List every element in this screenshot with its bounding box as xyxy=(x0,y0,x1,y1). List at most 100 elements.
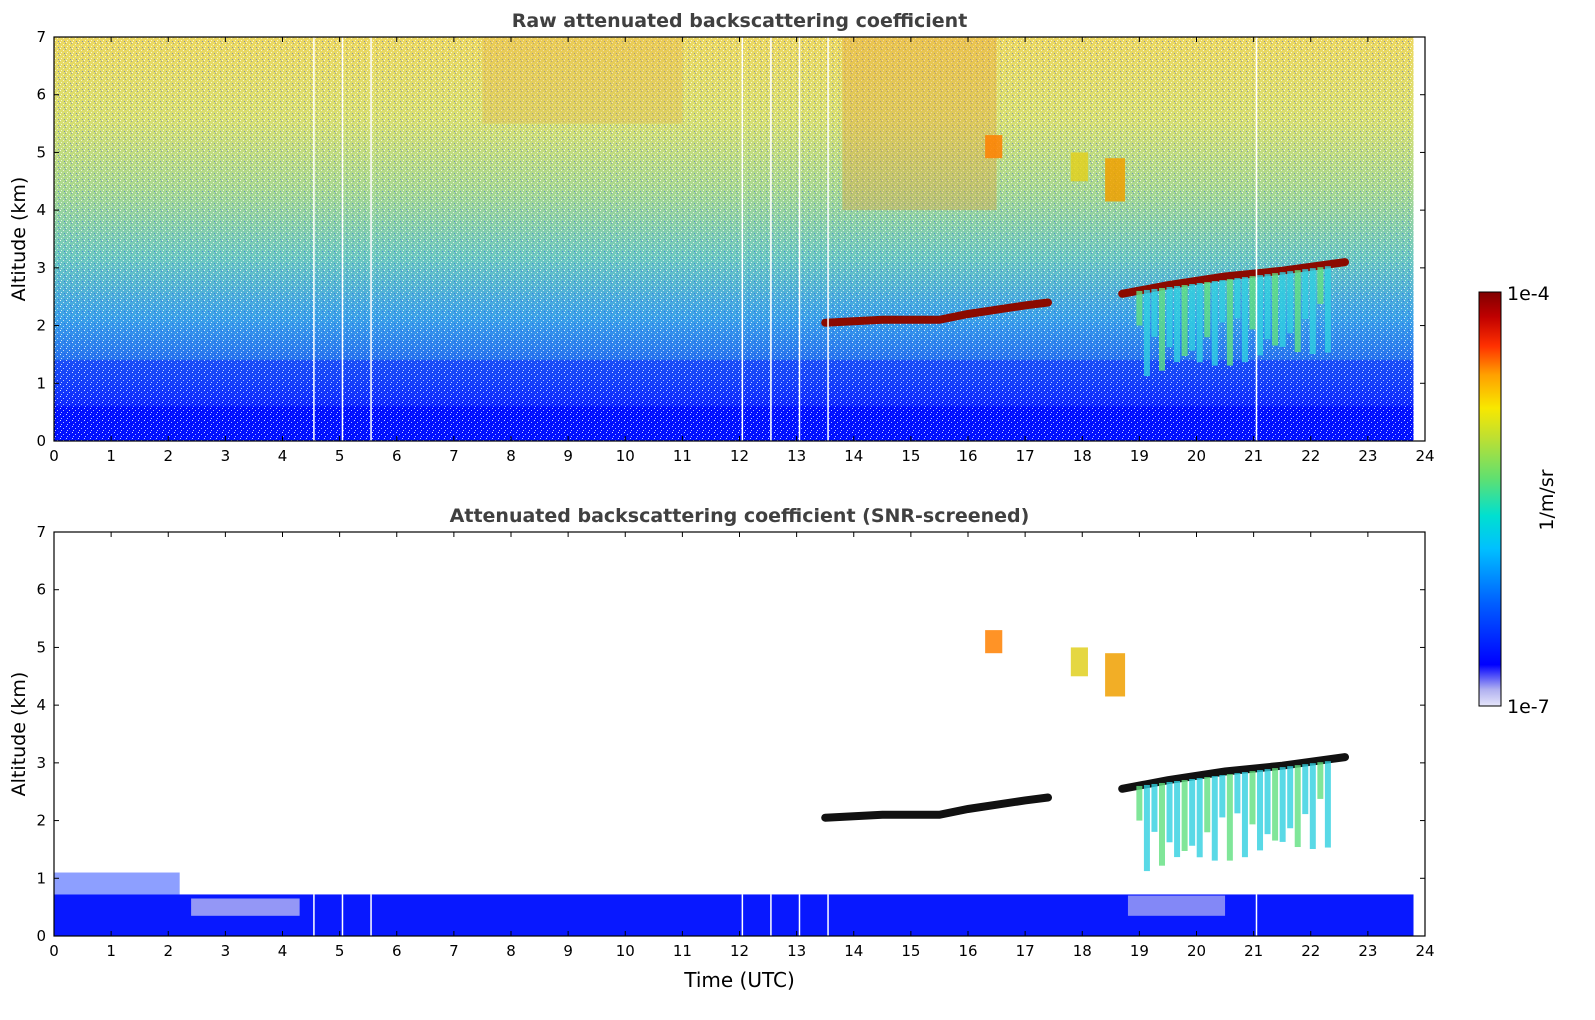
y-tick-label: 0 xyxy=(36,927,46,945)
x-tick-label: 2 xyxy=(163,447,173,465)
x-tick-label: 10 xyxy=(616,942,635,960)
x-tick-label: 9 xyxy=(563,942,573,960)
x-tick-label: 4 xyxy=(278,447,288,465)
high-noise-zone xyxy=(482,37,683,124)
x-tick-label: 11 xyxy=(673,447,692,465)
virga-streak xyxy=(1151,288,1158,337)
x-tick-label: 10 xyxy=(616,447,635,465)
x-tick-label: 18 xyxy=(1073,447,1092,465)
x-tick-label: 1 xyxy=(106,447,116,465)
x-tick-label: 14 xyxy=(844,942,863,960)
y-axis-label: Altitude (km) xyxy=(8,672,30,797)
x-tick-label: 22 xyxy=(1301,447,1320,465)
virga-streak xyxy=(1294,270,1301,353)
x-tick-label: 20 xyxy=(1187,942,1206,960)
virga-streak xyxy=(1317,267,1324,304)
cloud-layer xyxy=(821,793,1052,822)
virga-streak xyxy=(1196,283,1203,363)
virga-streak xyxy=(1249,276,1256,330)
virga-streak xyxy=(1294,765,1301,848)
virga-streak xyxy=(1219,775,1226,818)
virga-streak xyxy=(1264,274,1271,340)
y-tick-label: 1 xyxy=(36,869,46,887)
virga-streak xyxy=(1181,285,1188,356)
x-tick-label: 14 xyxy=(844,447,863,465)
x-tick-label: 16 xyxy=(958,447,977,465)
colorbar-max-label: 1e-4 xyxy=(1507,283,1550,305)
virga-streak xyxy=(1272,273,1279,346)
y-tick-label: 4 xyxy=(36,201,46,219)
x-tick-label: 21 xyxy=(1244,447,1263,465)
x-tick-label: 0 xyxy=(49,942,59,960)
x-tick-label: 7 xyxy=(449,447,459,465)
x-tick-label: 8 xyxy=(506,942,516,960)
x-tick-label: 3 xyxy=(221,942,231,960)
x-tick-label: 6 xyxy=(392,447,402,465)
colorbar: 1e-4 1e-7 1/m/sr xyxy=(1478,283,1558,718)
virga-streak xyxy=(1189,284,1196,351)
x-tick-label: 0 xyxy=(49,447,59,465)
virga-streak xyxy=(1143,289,1150,377)
virga-streak xyxy=(1204,282,1211,338)
virga-streak xyxy=(1302,764,1309,815)
y-tick-label: 3 xyxy=(36,259,46,277)
high-noise-zone xyxy=(842,37,997,211)
x-tick-label: 15 xyxy=(901,942,920,960)
virga-streak xyxy=(1241,277,1248,363)
colorbar-min-label: 1e-7 xyxy=(1507,696,1550,718)
y-axis-label: Altitude (km) xyxy=(8,177,30,302)
y-tick-label: 5 xyxy=(36,638,46,656)
x-tick-label: 23 xyxy=(1358,447,1377,465)
x-tick-label: 18 xyxy=(1073,942,1092,960)
virga-streak xyxy=(1166,286,1173,348)
boundary-layer-light-patch xyxy=(1127,895,1226,916)
y-tick-label: 1 xyxy=(36,374,46,392)
x-tick-label: 21 xyxy=(1244,942,1263,960)
x-tick-label: 13 xyxy=(787,942,806,960)
no-data-strip xyxy=(1413,532,1425,936)
x-tick-label: 9 xyxy=(563,447,573,465)
x-tick-label: 11 xyxy=(673,942,692,960)
x-tick-label: 6 xyxy=(392,942,402,960)
virga-streak xyxy=(1211,776,1218,861)
boundary-layer-light-patch xyxy=(191,898,300,916)
virga-streak xyxy=(1174,285,1181,363)
virga-streak xyxy=(1204,777,1211,833)
virga-streak xyxy=(1143,784,1150,872)
virga-streak xyxy=(1324,266,1331,353)
upper-cloud xyxy=(985,630,1003,654)
x-tick-label: 24 xyxy=(1415,447,1434,465)
x-tick-label: 4 xyxy=(278,942,288,960)
x-tick-label: 12 xyxy=(730,447,749,465)
no-data-strip xyxy=(1413,37,1425,441)
x-tick-label: 7 xyxy=(449,942,459,960)
upper-cloud xyxy=(1105,653,1126,697)
virga-streak xyxy=(1181,780,1188,851)
x-tick-label: 19 xyxy=(1130,942,1149,960)
virga-streak xyxy=(1279,767,1286,842)
x-tick-label: 24 xyxy=(1415,942,1434,960)
virga-streak xyxy=(1211,281,1218,366)
upper-cloud xyxy=(1105,158,1126,202)
virga-streak xyxy=(1196,778,1203,858)
virga-streak xyxy=(1302,269,1309,320)
plot-frame xyxy=(53,531,1426,937)
virga-streak xyxy=(1317,762,1324,799)
y-tick-label: 6 xyxy=(36,86,46,104)
virga-streak xyxy=(1257,770,1264,851)
x-tick-label: 3 xyxy=(221,447,231,465)
y-tick-label: 2 xyxy=(36,317,46,335)
panel-title: Attenuated backscattering coefficient (S… xyxy=(450,505,1030,527)
screened-backscatter-panel: 0 1 2 3 4 5 6 7 8 9 10 11 12 13 14 15 16 17 18 19 20 21 22 23 24… xyxy=(8,505,1435,992)
cloud-layer xyxy=(1118,258,1349,298)
colorbar-units: 1/m/sr xyxy=(1536,469,1558,530)
x-tick-label: 23 xyxy=(1358,942,1377,960)
x-tick-label: 16 xyxy=(958,942,977,960)
x-tick-label: 5 xyxy=(335,942,345,960)
virga-streak xyxy=(1158,782,1165,866)
upper-cloud xyxy=(985,135,1003,159)
virga-streak xyxy=(1234,278,1241,319)
virga-streak xyxy=(1257,275,1264,356)
panel-title: Raw attenuated backscattering coefficien… xyxy=(512,10,968,32)
